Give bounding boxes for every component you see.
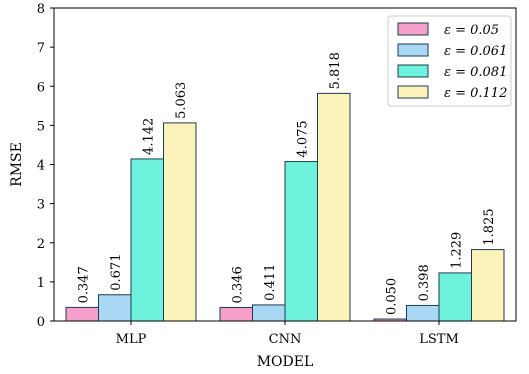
legend-label: ε = 0.081 — [444, 65, 507, 80]
bar-mlp-series-0 — [65, 306, 99, 322]
x-axis: MLP CNN LSTM — [116, 321, 459, 347]
y-tick-label: 7 — [37, 41, 45, 56]
x-axis-label: MODEL — [257, 354, 314, 370]
legend: ε = 0.05 ε = 0.061 ε = 0.081 ε = 0.112 — [387, 15, 512, 107]
x-tick-label: LSTM — [419, 332, 459, 347]
legend-label: ε = 0.112 — [444, 86, 507, 101]
y-tick-label: 4 — [37, 159, 45, 174]
bar-lstm-series-1 — [406, 304, 440, 322]
data-label: 0.398 — [417, 264, 432, 301]
data-label: 5.818 — [328, 52, 343, 89]
data-label: 1.229 — [449, 232, 464, 269]
y-tick-label: 5 — [37, 119, 45, 134]
legend-swatch — [397, 64, 429, 78]
x-tick-label: CNN — [269, 332, 302, 347]
bars-layer — [65, 92, 505, 322]
y-tick-label: 3 — [37, 198, 45, 213]
data-label: 5.063 — [174, 82, 189, 119]
data-label: 0.050 — [384, 278, 399, 315]
bar-cnn-series-1 — [252, 304, 286, 322]
data-label: 0.671 — [109, 254, 124, 291]
legend-swatch — [397, 85, 429, 99]
y-tick-label: 6 — [37, 80, 45, 95]
bar-lstm-series-2 — [438, 272, 472, 322]
y-tick-label: 8 — [37, 2, 45, 17]
data-label: 0.347 — [76, 266, 91, 303]
bar-cnn-series-3 — [317, 92, 351, 322]
y-tick-label: 0 — [37, 315, 45, 330]
data-label: 4.075 — [295, 120, 310, 157]
y-axis: 0 1 2 3 4 5 6 7 8 — [37, 2, 54, 330]
legend-swatch — [397, 43, 429, 57]
legend-swatch — [397, 22, 429, 36]
data-label: 1.825 — [482, 208, 497, 245]
bar-mlp-series-1 — [98, 294, 132, 322]
y-tick-label: 1 — [37, 276, 45, 291]
legend-label: ε = 0.05 — [444, 23, 499, 38]
x-tick-label: MLP — [116, 332, 147, 347]
data-label: 0.411 — [263, 264, 278, 301]
bar-cnn-series-0 — [219, 306, 253, 322]
data-label: 4.142 — [141, 118, 156, 155]
legend-box — [387, 15, 512, 107]
bar-lstm-series-3 — [471, 249, 505, 322]
legend-label: ε = 0.061 — [444, 44, 507, 59]
y-axis-label: RMSE — [9, 142, 25, 187]
data-labels-layer: 0.347 0.671 4.142 5.063 0.346 0.411 4.075 5.818… — [76, 52, 497, 315]
bar-mlp-series-2 — [130, 158, 164, 322]
data-label: 0.346 — [230, 266, 245, 303]
bar-mlp-series-3 — [163, 122, 197, 322]
y-tick-label: 2 — [37, 237, 45, 252]
bar-cnn-series-2 — [284, 161, 318, 322]
